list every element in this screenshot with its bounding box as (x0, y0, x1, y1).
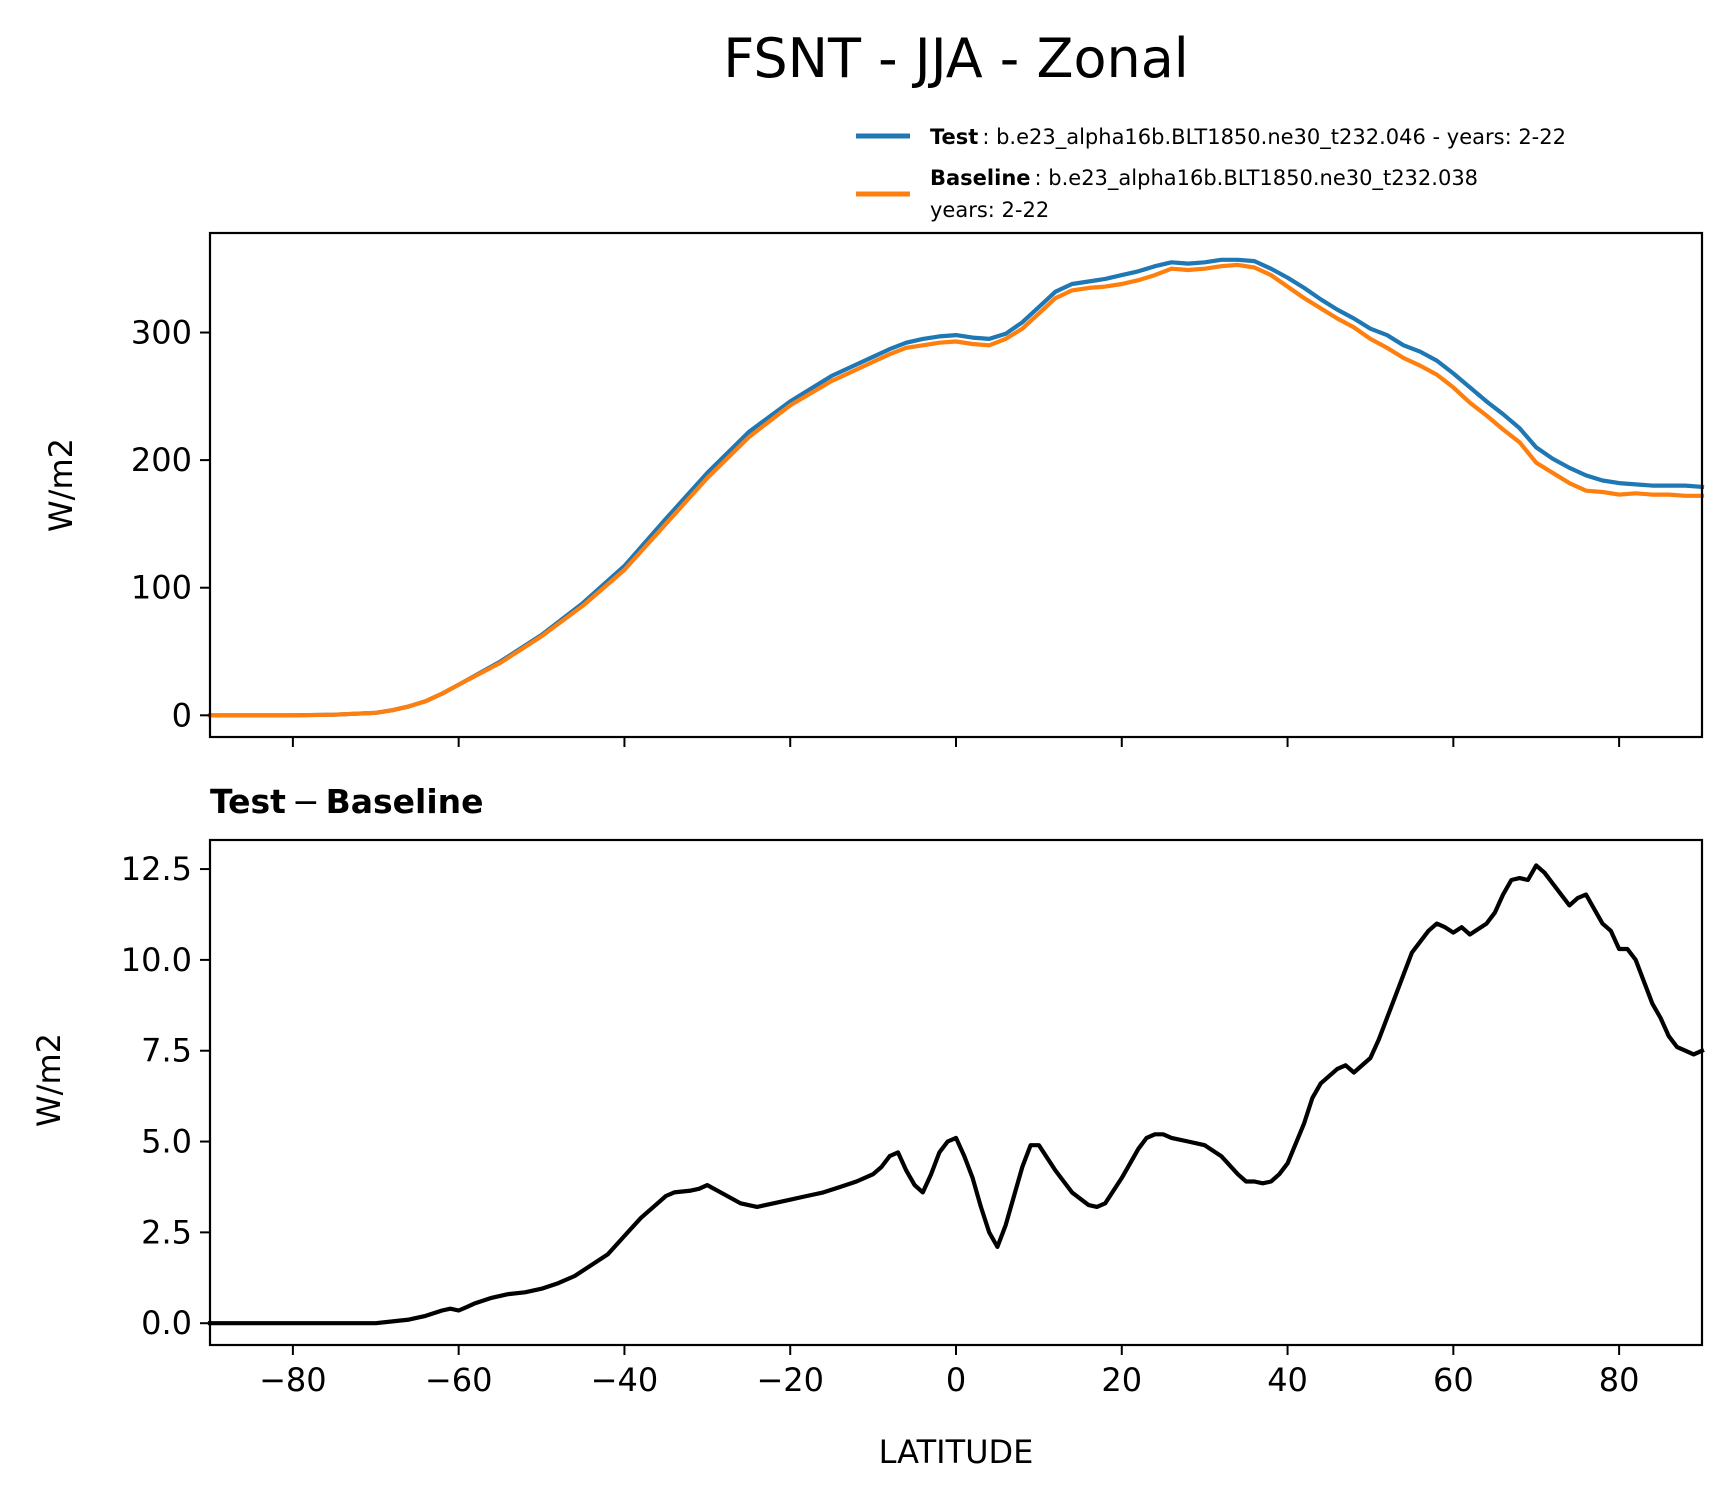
top-panel: 0 100 200 300 W/m2 (42, 231, 1705, 747)
bottom-y-tick-label: 12.5 (121, 850, 192, 888)
bottom-y-axis-label: W/m2 (30, 1033, 68, 1127)
bottom-panel: Test − Baseline −80 −60 −40 −20 0 20 40 60 80 0.0 2… (30, 782, 1705, 1471)
bottom-y-tick-label: 5.0 (141, 1123, 192, 1161)
bottom-y-ticks: 0.0 2.5 5.0 7.5 10.0 12.5 (121, 850, 210, 1342)
bottom-y-tick-label: 10.0 (121, 941, 192, 979)
bottom-y-tick-label: 2.5 (141, 1213, 192, 1251)
bottom-series-lines (207, 863, 1705, 1326)
bottom-series-line-test-baseline (207, 863, 1705, 1326)
top-y-tick-label: 0 (172, 696, 192, 734)
top-series-lines (207, 257, 1705, 718)
figure-title: FSNT - JJA - Zonal (723, 27, 1189, 90)
legend-test-label: Test (930, 125, 978, 149)
legend-baseline-text: Baseline: b.e23_alpha16b.BLT1850.ne30_t2… (930, 166, 1478, 191)
bottom-x-ticks: −80 −60 −40 −20 0 20 40 60 80 (259, 1345, 1639, 1399)
top-series-line-baseline (207, 262, 1705, 718)
bottom-panel-title: Test − Baseline (210, 782, 484, 821)
legend-baseline-desc2: years: 2-22 (930, 198, 1049, 222)
bottom-title-baseline: Baseline (326, 782, 484, 821)
top-y-tick-label: 200 (131, 441, 192, 479)
bottom-x-tick-label: −20 (756, 1361, 824, 1399)
bottom-x-tick-label: 0 (946, 1361, 966, 1399)
top-y-ticks: 0 100 200 300 (131, 314, 210, 734)
top-x-ticks (291, 737, 1621, 747)
bottom-x-tick-label: 40 (1267, 1361, 1308, 1399)
top-series-line-test (207, 257, 1705, 718)
bottom-y-tick-label: 7.5 (141, 1032, 192, 1070)
bottom-x-tick-label: 80 (1599, 1361, 1640, 1399)
bottom-title-test: Test (210, 782, 286, 821)
legend-baseline-label: Baseline (930, 166, 1031, 190)
top-y-tick-label: 300 (131, 314, 192, 352)
bottom-title-minus: − (292, 782, 320, 821)
legend-baseline-desc: : b.e23_alpha16b.BLT1850.ne30_t232.038 (1035, 166, 1479, 191)
x-axis-label: LATITUDE (879, 1433, 1034, 1471)
bottom-x-tick-label: 60 (1433, 1361, 1474, 1399)
legend-test-desc: : b.e23_alpha16b.BLT1850.ne30_t232.046 -… (982, 125, 1566, 150)
bottom-x-tick-label: −80 (259, 1361, 327, 1399)
bottom-x-tick-label: −60 (425, 1361, 493, 1399)
top-y-tick-label: 100 (131, 569, 192, 607)
bottom-y-tick-label: 0.0 (141, 1304, 192, 1342)
bottom-x-tick-label: 20 (1101, 1361, 1142, 1399)
top-y-axis-label: W/m2 (42, 438, 80, 532)
legend-test-text: Test: b.e23_alpha16b.BLT1850.ne30_t232.0… (930, 125, 1566, 150)
bottom-x-tick-label: −40 (591, 1361, 659, 1399)
legend: Test: b.e23_alpha16b.BLT1850.ne30_t232.0… (856, 125, 1566, 222)
